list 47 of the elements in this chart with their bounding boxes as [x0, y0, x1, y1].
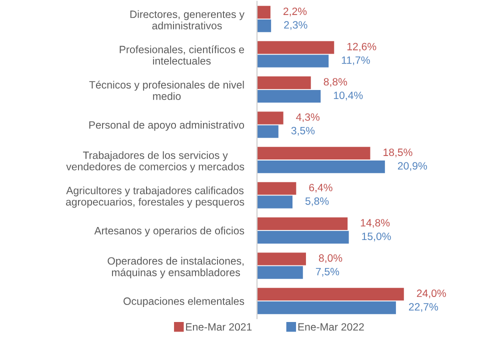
bar	[257, 90, 321, 103]
bar	[257, 196, 292, 208]
bar	[257, 266, 303, 279]
bar	[257, 301, 396, 314]
data-label: 2,2%	[283, 8, 307, 16]
data-label: 3,5%	[291, 126, 315, 136]
y-tick-label: Profesionales, científicos e intelectuales	[120, 45, 244, 65]
y-tick-label: Operadores de instalaciones, máquinas y ensambladores	[108, 256, 244, 278]
data-label: 7,5%	[316, 268, 340, 277]
data-label: 11,7%	[342, 56, 370, 66]
bar	[257, 217, 348, 230]
y-tick-label: Trabajadores de los servicios y vendedores de comercios y mercados	[66, 151, 244, 172]
bar	[257, 146, 370, 160]
data-label: 2,3%	[284, 21, 308, 30]
data-label: 8,8%	[324, 78, 348, 87]
bar	[257, 41, 334, 54]
y-tick-label: Directores, generentes y administrativos	[130, 10, 244, 30]
data-label: 20,9%	[398, 162, 427, 171]
data-label: 5,8%	[305, 197, 329, 206]
y-tick-label: Ocupaciones elementales	[124, 297, 244, 307]
bar	[257, 112, 284, 124]
bar	[257, 6, 270, 19]
data-label: 22,7%	[408, 303, 438, 312]
data-label: 24,0%	[416, 290, 446, 298]
data-label: 18,5%	[384, 148, 412, 158]
bar	[257, 19, 272, 32]
bar	[257, 252, 306, 266]
legend-label: Ene-Mar 2022	[298, 323, 364, 331]
data-label: 8,0%	[318, 254, 342, 264]
bar	[257, 54, 329, 68]
bar	[257, 125, 278, 138]
bar	[257, 230, 349, 244]
y-tick-label: Artesanos y operarios de oficios	[94, 226, 244, 237]
bar	[257, 160, 385, 174]
data-label: 14,8%	[360, 219, 390, 228]
bar	[257, 76, 311, 90]
y-tick-label: Agricultores y trabajadores calificados agropecuarios, forestales y pesqueros	[66, 186, 244, 208]
data-label: 12,6%	[347, 42, 376, 52]
y-tick-label: Técnicos y profesionales de nivel medio	[89, 80, 244, 100]
y-tick-label: Personal de apoyo administrativo	[89, 120, 244, 131]
bar	[257, 288, 404, 301]
data-label: 15,0%	[362, 232, 391, 242]
data-label: 6,4%	[309, 184, 332, 193]
bar	[257, 182, 296, 195]
data-label: 10,4%	[334, 92, 363, 100]
legend-label: Ene-Mar 2021	[186, 323, 252, 331]
data-label: 4,3%	[296, 113, 320, 122]
